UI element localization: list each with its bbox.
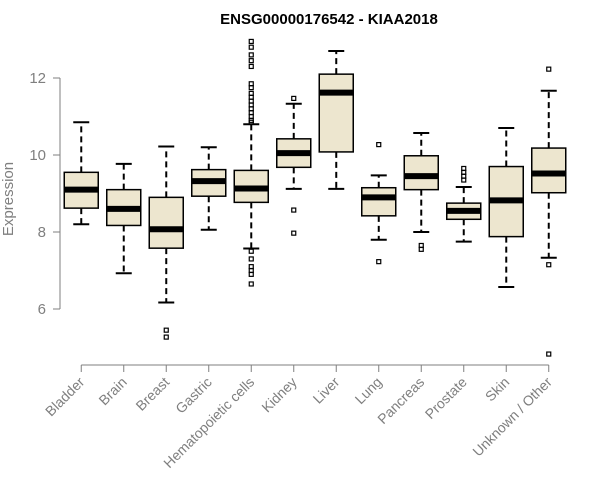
outlier-point bbox=[248, 38, 254, 45]
x-tick-label: Pancreas bbox=[374, 374, 427, 427]
box-prostate bbox=[446, 165, 482, 243]
boxes bbox=[63, 38, 567, 357]
box-bladder bbox=[63, 121, 99, 226]
iqr-box bbox=[531, 147, 567, 194]
outlier-point bbox=[248, 281, 254, 287]
x-tick-label: Bladder bbox=[42, 374, 88, 420]
outlier-point bbox=[461, 177, 467, 183]
outlier-point bbox=[248, 256, 254, 262]
box-gastric bbox=[191, 146, 227, 231]
outlier-point bbox=[248, 271, 254, 277]
x-tick-label: Brain bbox=[95, 374, 129, 408]
iqr-box bbox=[318, 73, 354, 153]
box-breast bbox=[148, 145, 184, 340]
y-axis-label: Expression bbox=[0, 162, 17, 236]
box-unknown-other bbox=[531, 66, 567, 357]
x-tick-label: Lung bbox=[352, 374, 385, 407]
outlier-point bbox=[163, 327, 169, 333]
box-hematopoietic-cells bbox=[233, 38, 269, 287]
x-tick-label: Liver bbox=[310, 374, 343, 407]
iqr-box bbox=[148, 196, 184, 249]
outlier-point bbox=[248, 63, 254, 70]
outlier-point bbox=[291, 207, 297, 213]
x-tick-label: Unknown / Other bbox=[469, 374, 555, 460]
box-brain bbox=[106, 162, 142, 275]
outlier-point bbox=[248, 58, 254, 64]
y-tick-label: 12 bbox=[29, 70, 46, 87]
box-kidney bbox=[276, 95, 312, 236]
y-tick-label: 8 bbox=[38, 224, 46, 241]
outlier-point bbox=[248, 119, 254, 125]
box-skin bbox=[488, 127, 524, 289]
outlier-point bbox=[291, 230, 297, 236]
y-tick-label: 6 bbox=[38, 301, 46, 318]
box-lung bbox=[361, 142, 397, 265]
outlier-point bbox=[248, 248, 254, 254]
outlier-point bbox=[376, 259, 382, 265]
y-axis: 6 8 10 12 bbox=[29, 70, 61, 318]
box-pancreas bbox=[403, 132, 439, 252]
box-liver bbox=[318, 50, 354, 190]
outlier-point bbox=[248, 85, 254, 91]
iqr-box bbox=[361, 186, 397, 217]
outlier-point bbox=[376, 142, 382, 148]
outlier-point bbox=[418, 246, 424, 252]
outlier-point bbox=[163, 334, 169, 340]
x-tick-label: Breast bbox=[132, 374, 172, 414]
x-tick-label: Skin bbox=[482, 374, 513, 405]
outlier-point bbox=[546, 66, 552, 72]
outlier-point bbox=[546, 351, 552, 357]
chart-title: ENSG00000176542 - KIAA2018 bbox=[220, 11, 438, 28]
iqr-box bbox=[403, 155, 439, 191]
outlier-point bbox=[291, 95, 297, 102]
x-tick-label: Prostate bbox=[422, 374, 470, 422]
outlier-point bbox=[546, 262, 552, 268]
outlier-point bbox=[248, 44, 254, 50]
outlier-point bbox=[248, 52, 254, 58]
y-tick-label: 10 bbox=[29, 147, 46, 164]
x-tick-label: Kidney bbox=[258, 374, 300, 416]
